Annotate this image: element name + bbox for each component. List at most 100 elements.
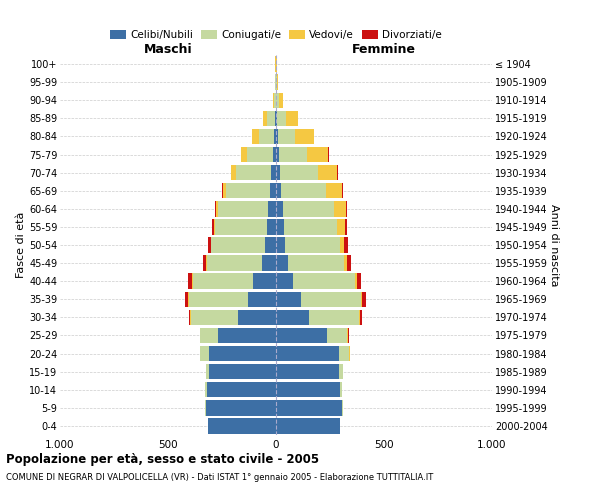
Bar (262, 256, 276, 271)
Bar (265, 238, 276, 252)
Bar (271, 165, 276, 180)
Bar (205, 382, 207, 398)
Bar (259, 128, 274, 144)
Y-axis label: Anni di nascita: Anni di nascita (549, 204, 559, 286)
Bar (278, 147, 307, 162)
Bar (206, 364, 209, 380)
Bar (359, 310, 360, 325)
Bar (218, 328, 276, 343)
Bar (215, 201, 217, 216)
Bar (248, 292, 276, 307)
Bar (185, 292, 188, 307)
Text: Femmine: Femmine (352, 43, 416, 56)
Bar (326, 183, 342, 198)
Bar (209, 346, 276, 362)
Bar (276, 183, 281, 198)
Bar (203, 256, 206, 271)
Bar (214, 219, 215, 234)
Bar (347, 256, 350, 271)
Bar (191, 310, 238, 325)
Bar (276, 346, 338, 362)
Bar (337, 219, 344, 234)
Bar (277, 110, 286, 126)
Bar (340, 382, 342, 398)
Bar (284, 219, 337, 234)
Bar (276, 165, 280, 180)
Bar (274, 92, 275, 108)
Bar (285, 238, 340, 252)
Bar (342, 183, 343, 198)
Bar (348, 328, 349, 343)
Bar (268, 110, 275, 126)
Bar (238, 310, 276, 325)
Bar (276, 128, 278, 144)
Bar (360, 310, 362, 325)
Bar (276, 418, 340, 434)
Bar (276, 274, 293, 289)
Bar (295, 128, 314, 144)
Bar (337, 165, 338, 180)
Bar (355, 274, 356, 289)
Bar (362, 292, 365, 307)
Bar (334, 201, 346, 216)
Bar (188, 292, 248, 307)
Bar (215, 219, 267, 234)
Bar (279, 92, 283, 108)
Bar (310, 310, 359, 325)
Bar (222, 183, 223, 198)
Bar (276, 256, 288, 271)
Bar (253, 274, 276, 289)
Bar (189, 310, 190, 325)
Bar (344, 256, 347, 271)
Bar (223, 183, 226, 198)
Bar (276, 147, 278, 162)
Bar (275, 74, 276, 90)
Bar (206, 400, 276, 415)
Bar (247, 147, 273, 162)
Bar (205, 400, 206, 415)
Bar (217, 201, 218, 216)
Bar (207, 256, 262, 271)
Bar (277, 92, 279, 108)
Bar (236, 165, 271, 180)
Bar (283, 201, 334, 216)
Bar (200, 328, 218, 343)
Bar (276, 328, 327, 343)
Bar (276, 364, 338, 380)
Bar (226, 183, 269, 198)
Bar (276, 238, 285, 252)
Bar (281, 183, 326, 198)
Bar (278, 128, 295, 144)
Bar (276, 219, 284, 234)
Bar (209, 364, 276, 380)
Bar (207, 382, 276, 398)
Bar (280, 165, 317, 180)
Bar (293, 274, 355, 289)
Bar (327, 328, 347, 343)
Bar (342, 400, 343, 415)
Bar (274, 128, 276, 144)
Bar (252, 128, 259, 144)
Bar (276, 310, 310, 325)
Bar (338, 346, 349, 362)
Text: COMUNE DI NEGRAR DI VALPOLICELLA (VR) - Dati ISTAT 1° gennaio 2005 - Elaborazion: COMUNE DI NEGRAR DI VALPOLICELLA (VR) - … (6, 472, 433, 482)
Bar (286, 110, 298, 126)
Bar (307, 147, 328, 162)
Bar (356, 274, 361, 289)
Bar (317, 165, 337, 180)
Bar (273, 92, 274, 108)
Bar (208, 238, 211, 252)
Bar (273, 147, 276, 162)
Bar (276, 110, 277, 126)
Bar (277, 74, 278, 90)
Bar (218, 201, 268, 216)
Bar (263, 110, 268, 126)
Bar (340, 238, 344, 252)
Bar (346, 201, 347, 216)
Bar (338, 364, 343, 380)
Bar (268, 201, 276, 216)
Text: Maschi: Maschi (143, 43, 193, 56)
Bar (241, 147, 247, 162)
Legend: Celibi/Nubili, Coniugati/e, Vedovi/e, Divorziati/e: Celibi/Nubili, Coniugati/e, Vedovi/e, Di… (108, 28, 444, 42)
Bar (301, 292, 361, 307)
